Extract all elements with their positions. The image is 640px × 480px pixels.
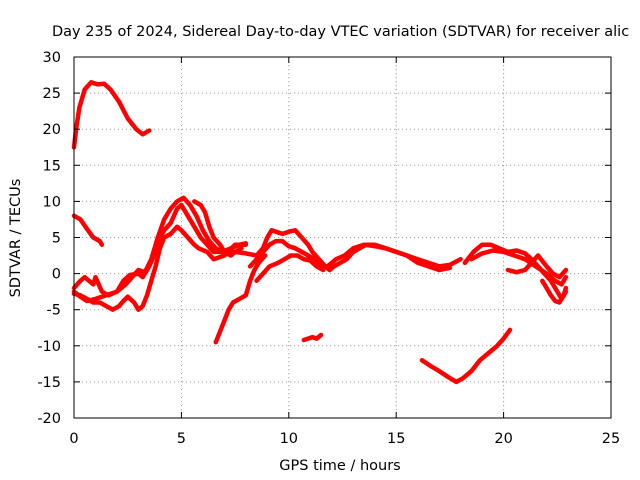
series-trace-1: [71, 80, 152, 150]
series-trace-5: [71, 195, 249, 304]
y-tick-label: -20: [37, 411, 61, 427]
series-trace-7: [247, 238, 453, 273]
x-axis-label: GPS time / hours: [279, 458, 400, 474]
tick-labels: 0 5 10 15 20 25 -20 -15 -10 -5 0 5 10 15 20 25 30: [37, 50, 620, 447]
y-tick-label: 0: [52, 267, 61, 283]
grid: [74, 57, 611, 418]
x-tick-label: 5: [177, 431, 186, 447]
x-tick-label: 10: [280, 431, 298, 447]
y-tick-label: -5: [47, 303, 61, 319]
y-tick-label: 15: [43, 158, 61, 174]
series-trace-8: [254, 253, 326, 284]
data-series: [71, 80, 569, 385]
y-tick-label: 25: [43, 86, 61, 102]
x-tick-label: 25: [602, 431, 620, 447]
x-tick-label: 0: [69, 431, 78, 447]
series-trace-14: [505, 253, 569, 280]
y-tick-label: 20: [43, 122, 61, 138]
series-trace-12: [462, 242, 569, 302]
series-trace-11: [419, 327, 513, 385]
y-tick-label: 5: [52, 231, 61, 247]
y-tick-label: 30: [43, 50, 61, 66]
series-trace-6: [192, 199, 463, 273]
x-tick-label: 15: [387, 431, 405, 447]
y-axis-label: SDTVAR / TECUs: [8, 179, 24, 298]
series-trace-13: [469, 248, 569, 287]
series-trace-2: [71, 213, 105, 247]
y-tick-label: -15: [37, 375, 61, 391]
x-tick-label: 20: [494, 431, 512, 447]
series-trace-4: [71, 224, 249, 312]
series-trace-10: [301, 332, 324, 343]
y-tick-label: -10: [37, 339, 61, 355]
axis-ticks: [73, 56, 612, 419]
series-trace-15: [540, 278, 569, 305]
series-trace-9: [213, 253, 268, 345]
y-tick-label: 10: [43, 194, 61, 210]
chart-title: Day 235 of 2024, Sidereal Day-to-day VTE…: [52, 24, 629, 40]
